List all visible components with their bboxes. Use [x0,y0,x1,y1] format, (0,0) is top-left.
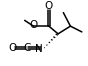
Text: O: O [29,20,37,30]
Text: O: O [45,1,53,11]
Text: C: C [23,43,31,53]
Text: O: O [8,43,16,53]
Text: N: N [35,43,43,54]
